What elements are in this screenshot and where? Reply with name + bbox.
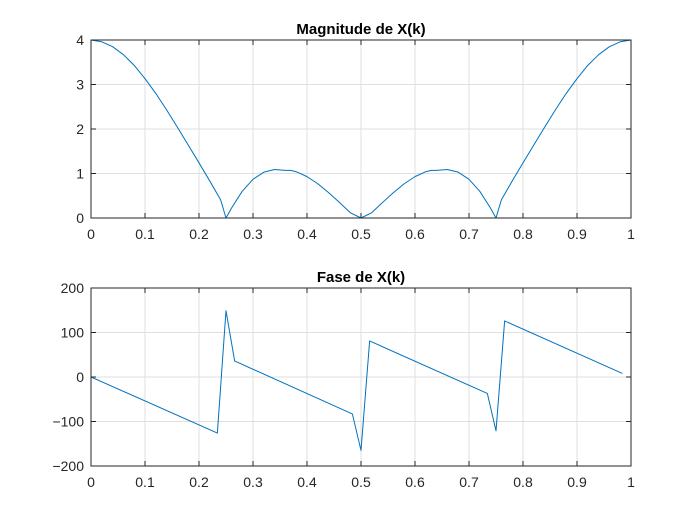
magnitude-ytick-label: 0	[76, 210, 84, 226]
phase-xtick-label: 0.8	[513, 474, 533, 490]
phase-series-line	[90, 310, 623, 451]
magnitude-title: Magnitude de X(k)	[296, 21, 425, 38]
phase-xtick-label: 0.9	[567, 474, 587, 490]
magnitude-xtick-label: 0.2	[189, 226, 209, 242]
phase-xtick-label: 0.3	[243, 474, 263, 490]
magnitude-xtick-label: 0.8	[513, 226, 533, 242]
phase-axes: 0 0.1 0.2 0.3 0.4 0.5 0.6 0.7 0.8 0.9 1 −200 −100 0 10…	[52, 269, 635, 490]
magnitude-xtick-label: 0.7	[459, 226, 479, 242]
magnitude-xtick-label: 0.5	[351, 226, 371, 242]
phase-xtick-label: 1	[627, 474, 635, 490]
magnitude-xtick-label: 0	[87, 226, 95, 242]
phase-ytick-label: 0	[76, 369, 84, 385]
phase-xtick-label: 0.4	[297, 474, 317, 490]
magnitude-ticks: 0 0.1 0.2 0.3 0.4 0.5 0.6 0.7 0.8 0.9 1 0 1 2 3 4	[76, 32, 635, 242]
phase-ytick-label: 200	[61, 280, 85, 296]
phase-xtick-label: 0	[87, 474, 95, 490]
phase-ticks: 0 0.1 0.2 0.3 0.4 0.5 0.6 0.7 0.8 0.9 1 −200 −100 0 10…	[52, 280, 635, 490]
phase-ytick-label: −100	[52, 414, 84, 430]
phase-title: Fase de X(k)	[317, 269, 405, 286]
magnitude-xtick-label: 0.6	[405, 226, 425, 242]
phase-xtick-label: 0.2	[189, 474, 209, 490]
magnitude-xtick-label: 0.1	[135, 226, 155, 242]
phase-xtick-label: 0.6	[405, 474, 425, 490]
magnitude-ytick-label: 4	[76, 32, 84, 48]
phase-xtick-label: 0.5	[351, 474, 371, 490]
phase-ytick-label: 100	[61, 325, 85, 341]
magnitude-ytick-label: 2	[76, 121, 84, 137]
magnitude-ytick-label: 1	[76, 166, 84, 182]
phase-ytick-label: −200	[52, 458, 84, 474]
phase-series	[90, 310, 623, 451]
phase-xtick-label: 0.1	[135, 474, 155, 490]
magnitude-ytick-label: 3	[76, 77, 84, 93]
magnitude-xtick-label: 1	[627, 226, 635, 242]
phase-xtick-label: 0.7	[459, 474, 479, 490]
magnitude-axes: 0 0.1 0.2 0.3 0.4 0.5 0.6 0.7 0.8 0.9 1 0 1 2 3 4 Magni…	[76, 21, 635, 242]
magnitude-xtick-label: 0.3	[243, 226, 263, 242]
magnitude-xtick-label: 0.9	[567, 226, 587, 242]
magnitude-xtick-label: 0.4	[297, 226, 317, 242]
